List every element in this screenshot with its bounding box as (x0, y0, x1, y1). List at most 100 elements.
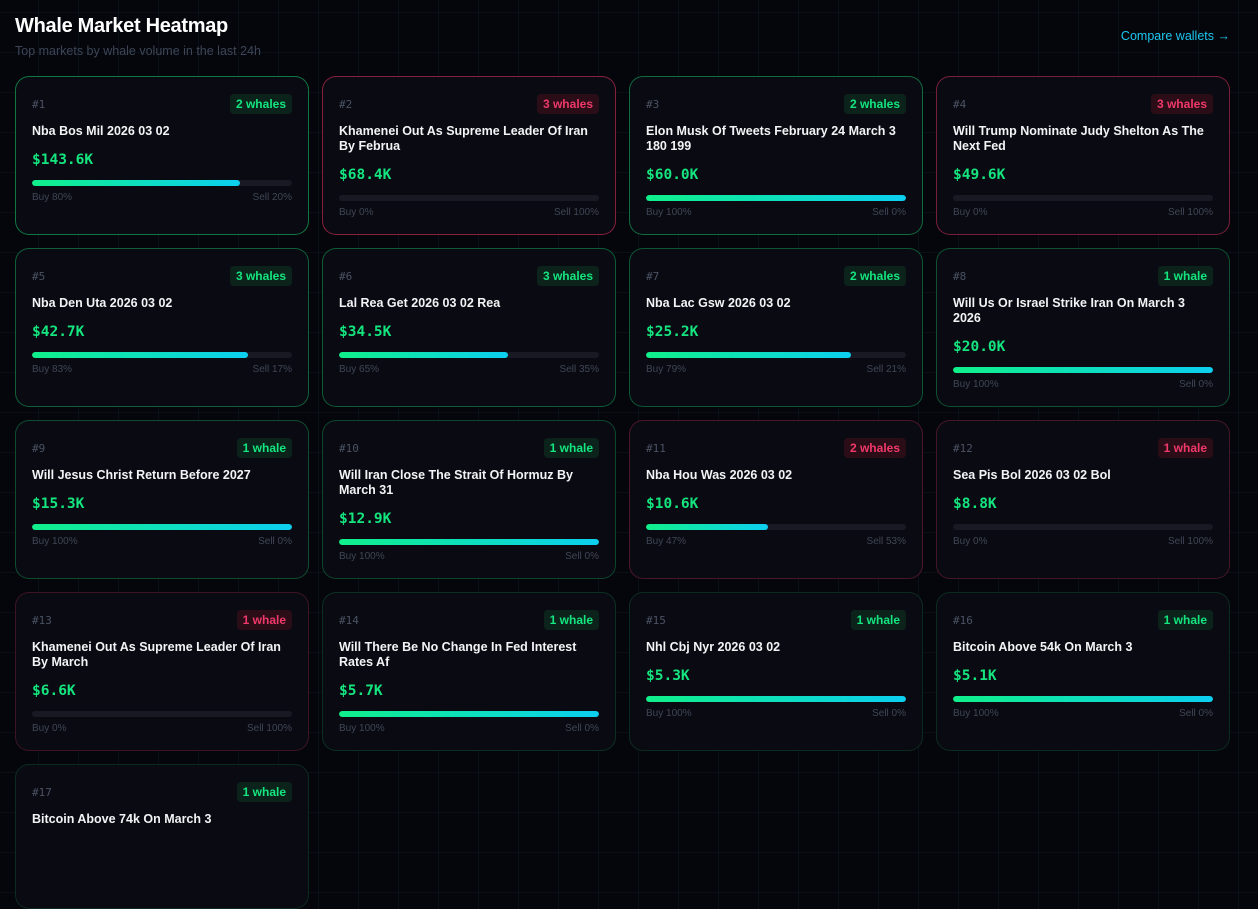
sell-percent: Sell 100% (1167, 536, 1213, 547)
market-card[interactable]: #10 1 whale Will Iran Close The Strait O… (322, 420, 616, 579)
market-card[interactable]: #9 1 whale Will Jesus Christ Return Befo… (15, 420, 309, 579)
market-rank: #12 (953, 441, 973, 455)
market-title: Will There Be No Change In Fed Interest … (339, 640, 577, 669)
page-subtitle: Top markets by whale volume in the last … (15, 44, 261, 58)
buy-percent: Buy 0% (339, 207, 374, 218)
buy-sell-bar (339, 352, 599, 358)
market-volume: $20.0K (953, 339, 1006, 355)
sell-percent: Sell 53% (866, 536, 906, 547)
sell-percent: Sell 0% (872, 708, 906, 719)
buy-fill (32, 180, 240, 186)
market-rank: #7 (646, 269, 660, 283)
market-volume: $8.8K (953, 496, 997, 512)
whale-count-badge: 2 whales (843, 94, 906, 114)
sell-percent: Sell 20% (252, 192, 292, 203)
whale-count-badge: 2 whales (229, 94, 292, 114)
market-title: Sea Pis Bol 2026 03 02 Bol (953, 468, 1111, 482)
card-header: #13 1 whale (32, 610, 292, 630)
whale-count-badge: 3 whales (536, 94, 599, 114)
market-card[interactable]: #2 3 whales Khamenei Out As Supreme Lead… (322, 76, 616, 235)
whale-count-badge: 1 whale (543, 610, 599, 630)
market-card[interactable]: #13 1 whale Khamenei Out As Supreme Lead… (15, 592, 309, 751)
buy-sell-bar (32, 352, 292, 358)
buy-sell-bar (646, 696, 906, 702)
card-header: #6 3 whales (339, 266, 599, 286)
buy-sell-bar (646, 524, 906, 530)
page-title: Whale Market Heatmap (15, 15, 228, 37)
buy-percent: Buy 100% (646, 207, 692, 218)
buy-fill (953, 367, 1213, 373)
card-header: #15 1 whale (646, 610, 906, 630)
market-rank: #9 (32, 441, 46, 455)
market-title: Lal Rea Get 2026 03 02 Rea (339, 296, 501, 310)
market-card[interactable]: #17 1 whale Bitcoin Above 74k On March 3 (15, 764, 309, 909)
sell-percent: Sell 100% (1167, 207, 1213, 218)
buy-fill (953, 696, 1213, 702)
buy-fill (32, 524, 292, 530)
market-volume: $68.4K (339, 167, 392, 183)
market-card[interactable]: #11 2 whales Nba Hou Was 2026 03 02 $10.6… (629, 420, 923, 579)
market-volume: $143.6K (32, 152, 94, 168)
buy-sell-bar (339, 711, 599, 717)
buy-percent: Buy 79% (646, 364, 687, 375)
buy-sell-bar (339, 539, 599, 545)
market-rank: #17 (32, 785, 52, 799)
market-rank: #4 (953, 97, 967, 111)
sell-percent: Sell 100% (553, 207, 599, 218)
market-volume: $12.9K (339, 511, 392, 527)
market-rank: #16 (953, 613, 973, 627)
buy-percent: Buy 100% (32, 536, 78, 547)
market-rank: #1 (32, 97, 46, 111)
sell-percent: Sell 17% (252, 364, 292, 375)
market-rank: #3 (646, 97, 660, 111)
card-header: #16 1 whale (953, 610, 1213, 630)
market-card[interactable]: #16 1 whale Bitcoin Above 54k On March 3… (936, 592, 1230, 751)
market-card[interactable]: #3 2 whales Elon Musk Of Tweets February… (629, 76, 923, 235)
buy-percent: Buy 0% (953, 536, 988, 547)
market-rank: #8 (953, 269, 967, 283)
market-card[interactable]: #12 1 whale Sea Pis Bol 2026 03 02 Bol $8… (936, 420, 1230, 579)
market-volume: $6.6K (32, 683, 76, 699)
market-title: Khamenei Out As Supreme Leader Of Iran B… (32, 640, 281, 669)
whale-count-badge: 1 whale (236, 438, 292, 458)
buy-percent: Buy 80% (32, 192, 73, 203)
market-rank: #6 (339, 269, 353, 283)
buy-sell-bar (953, 367, 1213, 373)
card-header: #14 1 whale (339, 610, 599, 630)
page-header: Whale Market Heatmap Top markets by whal… (15, 15, 261, 58)
buy-percent: Buy 0% (32, 723, 67, 734)
sell-percent: Sell 0% (1179, 379, 1213, 390)
whale-count-badge: 3 whales (1150, 94, 1213, 114)
whale-count-badge: 1 whale (1157, 610, 1213, 630)
market-rank: #14 (339, 613, 359, 627)
market-title: Will Us Or Israel Strike Iran On March 3… (953, 296, 1185, 325)
market-card[interactable]: #7 2 whales Nba Lac Gsw 2026 03 02 $25.2K… (629, 248, 923, 407)
market-rank: #13 (32, 613, 52, 627)
sell-percent: Sell 0% (872, 207, 906, 218)
whale-count-badge: 1 whale (236, 782, 292, 802)
market-volume: $42.7K (32, 324, 85, 340)
market-volume: $25.2K (646, 324, 699, 340)
market-rank: #11 (646, 441, 666, 455)
market-card[interactable]: #5 3 whales Nba Den Uta 2026 03 02 $42.7K… (15, 248, 309, 407)
market-card[interactable]: #4 3 whales Will Trump Nominate Judy She… (936, 76, 1230, 235)
buy-sell-bar (32, 180, 292, 186)
market-card[interactable]: #14 1 whale Will There Be No Change In F… (322, 592, 616, 751)
market-volume: $10.6K (646, 496, 699, 512)
market-title: Nba Den Uta 2026 03 02 (32, 296, 173, 310)
buy-fill (339, 711, 599, 717)
card-header: #10 1 whale (339, 438, 599, 458)
buy-percent: Buy 100% (339, 551, 385, 562)
buy-percent: Buy 100% (339, 723, 385, 734)
market-card[interactable]: #8 1 whale Will Us Or Israel Strike Iran… (936, 248, 1230, 407)
buy-percent: Buy 47% (646, 536, 687, 547)
card-header: #9 1 whale (32, 438, 292, 458)
market-volume: $15.3K (32, 496, 85, 512)
market-card[interactable]: #15 1 whale Nhl Cbj Nyr 2026 03 02 $5.3K … (629, 592, 923, 751)
sell-percent: Sell 35% (559, 364, 599, 375)
sell-percent: Sell 0% (258, 536, 292, 547)
market-card[interactable]: #1 2 whales Nba Bos Mil 2026 03 02 $143.6… (15, 76, 309, 235)
buy-percent: Buy 100% (953, 708, 999, 719)
compare-wallets-link[interactable]: Compare wallets → (1120, 29, 1230, 43)
market-card[interactable]: #6 3 whales Lal Rea Get 2026 03 02 Rea $3… (322, 248, 616, 407)
